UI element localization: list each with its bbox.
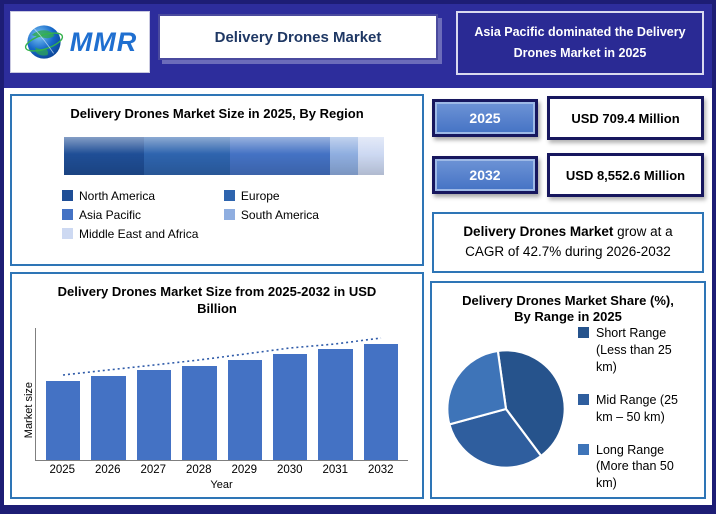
year-chip-2032: 2032	[432, 156, 538, 194]
pie-slice	[448, 407, 543, 469]
pie-legend: Short Range (Less than 25 km) Mid Range (…	[578, 325, 696, 492]
year-bar-2032	[363, 343, 398, 460]
legend-swatch	[578, 443, 589, 455]
legend-item: Mid Range (25 km – 50 km)	[578, 392, 694, 426]
legend-swatch	[578, 327, 589, 339]
left-column: Delivery Drones Market Size in 2025, By …	[10, 94, 424, 499]
year-chip-2025: 2025	[432, 99, 538, 137]
headline-line-1: Asia Pacific dominated the Delivery	[474, 24, 686, 39]
year-bar-2031	[318, 349, 353, 460]
stat-row-2025: 2025 USD 709.4 Million	[432, 96, 704, 140]
legend-item: South America	[223, 207, 386, 222]
x-tick: 2025	[49, 464, 76, 476]
legend-label: Middle East and Africa	[79, 226, 199, 241]
legend-swatch	[62, 228, 73, 240]
x-tick: 2029	[231, 464, 258, 476]
year-chip-label: 2032	[469, 167, 501, 183]
year-bars	[35, 327, 408, 461]
legend-item: Europe	[223, 188, 386, 203]
cagr-bold-text: Delivery Drones Market	[463, 224, 614, 239]
year-bar-2027	[136, 370, 172, 460]
region-segment	[230, 136, 330, 175]
mmr-logo: MMR	[10, 11, 150, 73]
x-tick: 2026	[94, 464, 121, 476]
legend-label: North America	[79, 188, 156, 203]
pie-slice	[496, 348, 566, 458]
pie-slice	[446, 349, 508, 426]
y-axis-label: Market size	[23, 381, 35, 438]
x-tick: 2028	[185, 464, 212, 476]
legend-swatch	[223, 190, 235, 202]
cagr-rest-text: grow at a CAGR of 42.7% during 2026-2032	[465, 224, 673, 260]
stat-row-2032: 2032 USD 8,552.6 Million	[432, 153, 704, 197]
region-legend: North America Europe Asia Pacific South Ame…	[20, 189, 414, 246]
plot-column: 2025 2026 2027 2028 2029 2030 2031 2032 Year	[35, 327, 408, 491]
x-tick: 2027	[140, 464, 167, 476]
region-segment	[64, 136, 144, 175]
x-ticks: 2025 2026 2027 2028 2029 2030 2031 2032	[35, 461, 408, 476]
logo-text: MMR	[69, 26, 138, 57]
value-box-2032: USD 8,552.6 Million	[547, 153, 704, 197]
pie-row: Short Range (Less than 25 km) Mid Range (…	[440, 326, 696, 491]
legend-swatch	[223, 209, 235, 221]
legend-label: Mid Range (25 km – 50 km)	[596, 392, 678, 424]
bar-chart-panel: Delivery Drones Market Size from 2025-20…	[10, 272, 424, 499]
x-axis-label: Year	[210, 479, 233, 491]
region-panel: Delivery Drones Market Size in 2025, By …	[10, 94, 424, 266]
year-bar-2026	[91, 376, 126, 460]
bar-chart-area: Market size 2025 2026 2027 2028 2029 2030 2031…	[22, 324, 412, 491]
legend-label: Short Range (Less than 25 km)	[596, 326, 672, 374]
x-tick: 2032	[367, 464, 394, 476]
pie-panel: Delivery Drones Market Share (%), By Ran…	[430, 280, 706, 499]
legend-label: Long Range (More than 50 km)	[596, 442, 674, 491]
globe-icon	[24, 25, 63, 59]
header: MMR Delivery Drones Market Asia Pacific …	[4, 4, 712, 88]
cagr-callout: Delivery Drones Market grow at a CAGR of…	[432, 212, 704, 273]
year-bar-2025	[46, 380, 81, 460]
legend-label: South America	[240, 207, 319, 222]
report-title: Delivery Drones Market	[214, 28, 382, 46]
legend-swatch	[578, 393, 589, 405]
region-panel-title: Delivery Drones Market Size in 2025, By …	[70, 106, 364, 121]
legend-item: North America	[62, 189, 224, 203]
legend-item: Short Range (Less than 25 km)	[578, 325, 694, 376]
region-segment	[144, 136, 231, 175]
x-tick: 2030	[276, 464, 303, 476]
bar-chart-title: Delivery Drones Market Size from 2025-20…	[57, 284, 377, 316]
region-stacked-bar	[64, 136, 384, 175]
legend-label: Asia Pacific	[79, 207, 142, 222]
region-segment	[358, 136, 384, 175]
legend-item: Long Range (More than 50 km)	[578, 442, 694, 493]
legend-label: Europe	[240, 188, 280, 203]
legend-item: Asia Pacific	[62, 208, 224, 222]
year-chip-label: 2025	[469, 110, 501, 126]
report-title-box: Delivery Drones Market	[158, 14, 438, 60]
legend-item: Middle East and Africa	[62, 227, 224, 241]
year-bar-2029	[227, 359, 262, 460]
region-segment	[329, 136, 359, 175]
legend-swatch	[62, 209, 73, 221]
x-tick: 2031	[322, 464, 349, 476]
legend-swatch	[62, 190, 73, 202]
content-body: Delivery Drones Market Size in 2025, By …	[4, 88, 712, 505]
pie-panel-title: Delivery Drones Market Share (%), By Ran…	[462, 292, 674, 325]
headline-line-2: Drones Market in 2025	[513, 46, 647, 60]
year-bar-2030	[272, 354, 308, 460]
year-bar-2028	[182, 365, 217, 460]
right-column: 2025 USD 709.4 Million 2032 USD 8,552.6 …	[430, 94, 706, 499]
headline-callout: Asia Pacific dominated the Delivery Dron…	[456, 11, 704, 75]
pie-chart-svg	[446, 348, 566, 469]
value-box-2025: USD 709.4 Million	[547, 96, 704, 140]
